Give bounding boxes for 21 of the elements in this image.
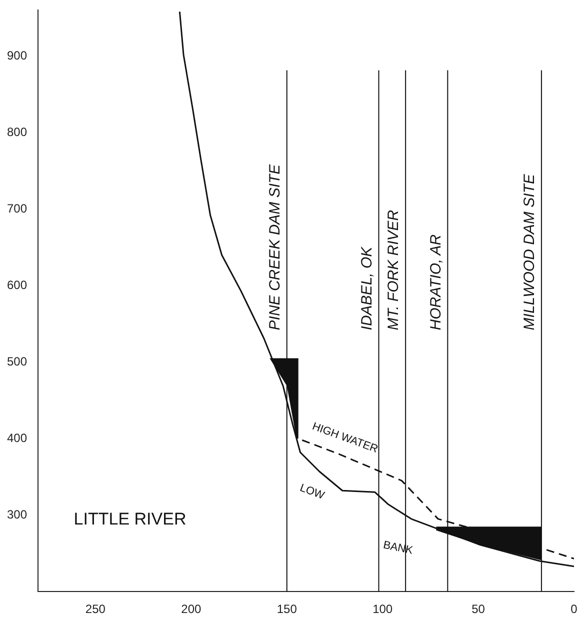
x-tick-label: 150 — [276, 602, 298, 616]
ref-line-label: PINE CREEK DAM SITE — [266, 163, 284, 330]
x-tick-label: 50 — [472, 602, 486, 616]
x-tick-label: 250 — [85, 602, 106, 616]
y-tick-label: 900 — [6, 48, 28, 62]
y-tick-label: 500 — [6, 354, 28, 368]
annotation: BANK — [382, 539, 415, 558]
y-tick-label: 800 — [6, 124, 28, 139]
annotation: LITTLE RIVER — [74, 510, 186, 529]
x-tick-label: 0 — [570, 602, 578, 616]
ref-line-label: MT. FORK RIVER — [385, 210, 402, 330]
y-tick-label: 400 — [6, 430, 28, 445]
y-tick-label: 600 — [6, 278, 28, 292]
x-tick-label: 100 — [372, 602, 393, 616]
ref-line-label: IDABEL, OK — [358, 246, 376, 330]
ref-line-label: HORATIO, AR — [427, 234, 444, 330]
ref-line-label: MILLWOOD DAM SITE — [521, 173, 538, 330]
y-tick-label: 700 — [6, 201, 28, 216]
x-tick-label: 200 — [181, 602, 202, 616]
y-tick-label: 300 — [6, 507, 28, 522]
annotation: LOW — [298, 482, 326, 502]
